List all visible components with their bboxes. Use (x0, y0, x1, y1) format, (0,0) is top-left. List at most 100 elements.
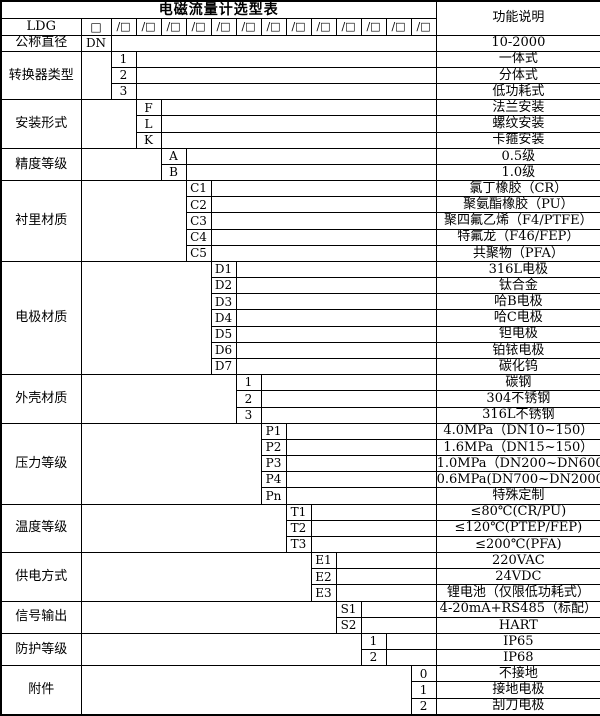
option-description: 1.0MPa（DN200~DN600） (435, 455, 600, 473)
option-code: C3 (185, 212, 212, 230)
empty-cell (285, 422, 437, 440)
option-code: 1 (360, 632, 387, 651)
option-description: 特氟龙（F46/FEP） (435, 228, 600, 246)
option-code: E3 (310, 584, 337, 602)
empty-cell (235, 341, 437, 359)
option-code: C5 (185, 244, 212, 262)
category-label: 电极材质 (0, 260, 82, 376)
category-label: 压力等级 (0, 422, 82, 505)
option-code: 1 (110, 50, 137, 68)
option-description: 碳化钨 (435, 357, 600, 376)
option-description: 一体式 (435, 50, 600, 68)
empty-cell (260, 390, 437, 408)
empty-cell (335, 568, 437, 586)
empty-cell (210, 180, 437, 198)
option-code: Pn (260, 487, 287, 505)
empty-cell (80, 503, 287, 554)
option-code: D7 (210, 357, 237, 376)
empty-cell (80, 374, 237, 424)
option-description: 低功耗式 (435, 83, 600, 101)
empty-cell (235, 277, 437, 295)
option-description: 316L电极 (435, 260, 600, 279)
empty-cell (80, 552, 312, 602)
option-description: IP68 (435, 649, 600, 667)
empty-cell (135, 83, 437, 101)
option-code: A (160, 147, 187, 165)
option-code: F (135, 99, 162, 117)
option-code: S2 (335, 616, 362, 634)
empty-cell (135, 66, 437, 85)
option-description: 螺纹安装 (435, 115, 600, 133)
empty-cell (135, 50, 437, 68)
option-code: P1 (260, 422, 287, 440)
code-slot: /□ (110, 18, 137, 36)
code-slot: /□ (260, 18, 287, 36)
empty-cell (285, 471, 437, 489)
code-slot: /□ (135, 18, 162, 36)
option-description: 聚氨酯橡胶（PU） (435, 196, 600, 214)
empty-cell (160, 115, 437, 133)
empty-cell (385, 632, 437, 651)
option-description: 1.6MPa（DN15~150） (435, 438, 600, 457)
option-description: HART (435, 616, 600, 634)
category-label: 附件 (0, 665, 82, 716)
category-label: 公称直径 (0, 34, 82, 52)
option-description: 碳钢 (435, 374, 600, 392)
option-code: C1 (185, 180, 212, 198)
empty-cell (210, 212, 437, 230)
option-description: 共聚物（PFA） (435, 244, 600, 262)
empty-cell (185, 163, 437, 182)
option-code: 3 (110, 83, 137, 101)
empty-cell (210, 196, 437, 214)
option-description: 316L不锈钢 (435, 406, 600, 424)
option-description: 0.5级 (435, 147, 600, 165)
code-slot: /□ (235, 18, 262, 36)
option-description: 分体式 (435, 66, 600, 85)
code-slot: /□ (160, 18, 187, 36)
option-description: 哈C电极 (435, 309, 600, 327)
code-slot: /□ (360, 18, 387, 36)
category-label: 精度等级 (0, 147, 82, 182)
option-description: 24VDC (435, 568, 600, 586)
empty-cell (360, 616, 437, 634)
empty-cell (80, 99, 137, 149)
option-description: 铂铱电极 (435, 341, 600, 359)
category-label: 防护等级 (0, 632, 82, 667)
option-description: 刮刀电极 (435, 697, 600, 716)
category-label: 安装形式 (0, 99, 82, 149)
option-code: D2 (210, 277, 237, 295)
empty-cell (235, 260, 437, 279)
option-description: 锂电池（仅限低功耗式） (435, 584, 600, 602)
option-code: P4 (260, 471, 287, 489)
empty-cell (335, 584, 437, 602)
option-description: 10-2000 (435, 34, 600, 52)
option-code: 0 (410, 665, 437, 683)
option-code: D4 (210, 309, 237, 327)
code-slot: /□ (210, 18, 237, 36)
option-description: 不接地 (435, 665, 600, 683)
empty-cell (285, 487, 437, 505)
option-code: T2 (285, 519, 312, 537)
option-code: D6 (210, 341, 237, 359)
empty-cell (80, 50, 112, 101)
empty-cell (80, 422, 262, 505)
code-slot: /□ (385, 18, 412, 36)
option-code: L (135, 115, 162, 133)
code-slot: /□ (335, 18, 362, 36)
option-code: B (160, 163, 187, 182)
option-description: 220VAC (435, 552, 600, 570)
option-code: 3 (235, 406, 262, 424)
category-label: 转换器类型 (0, 50, 82, 101)
option-code: C2 (185, 196, 212, 214)
empty-cell (360, 600, 437, 618)
empty-cell (80, 632, 362, 667)
empty-cell (160, 131, 437, 149)
empty-cell (80, 180, 187, 262)
code-slot: /□ (410, 18, 437, 36)
desc-header: 功能说明 (435, 0, 600, 36)
empty-cell (80, 600, 337, 634)
option-code: C4 (185, 228, 212, 246)
option-code: 2 (360, 649, 387, 667)
code-slot: /□ (285, 18, 312, 36)
empty-cell (385, 649, 437, 667)
